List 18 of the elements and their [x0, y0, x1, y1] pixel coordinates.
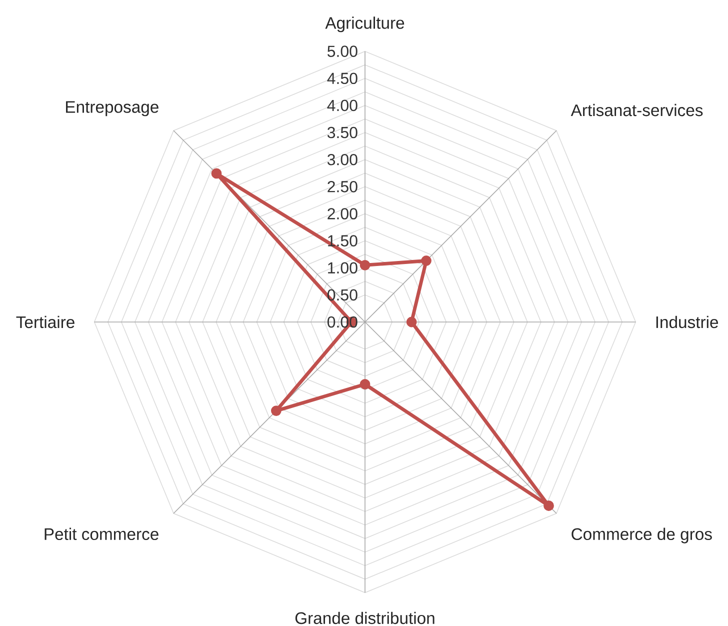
y-tick-label: 2.50 — [328, 181, 358, 192]
y-tick-label: 4.50 — [327, 72, 358, 84]
y-tick-label: 4.00 — [327, 100, 358, 112]
spoke-label: Grande distribution — [295, 612, 434, 624]
spoke-label: Tertiaire — [16, 316, 74, 328]
spoke-label: Artisanat-services — [570, 104, 703, 116]
spoke-label: Industrie — [656, 316, 718, 328]
y-tick-label: 1.00 — [328, 262, 358, 274]
spoke-label: Agriculture — [325, 16, 404, 32]
y-tick-label: 3.50 — [327, 126, 358, 138]
y-tick-label: 5.00 — [328, 46, 358, 57]
y-tick-label: 3.00 — [327, 154, 358, 166]
spoke-label: Petit commerce — [44, 528, 158, 540]
y-tick-label: 1.50 — [328, 235, 358, 246]
spoke-label: Entreposage — [66, 101, 158, 116]
y-tick-label: 2.00 — [328, 208, 358, 220]
spoke-label: Commerce de gros — [572, 528, 712, 544]
y-tick-label: 0.50 — [327, 289, 358, 301]
